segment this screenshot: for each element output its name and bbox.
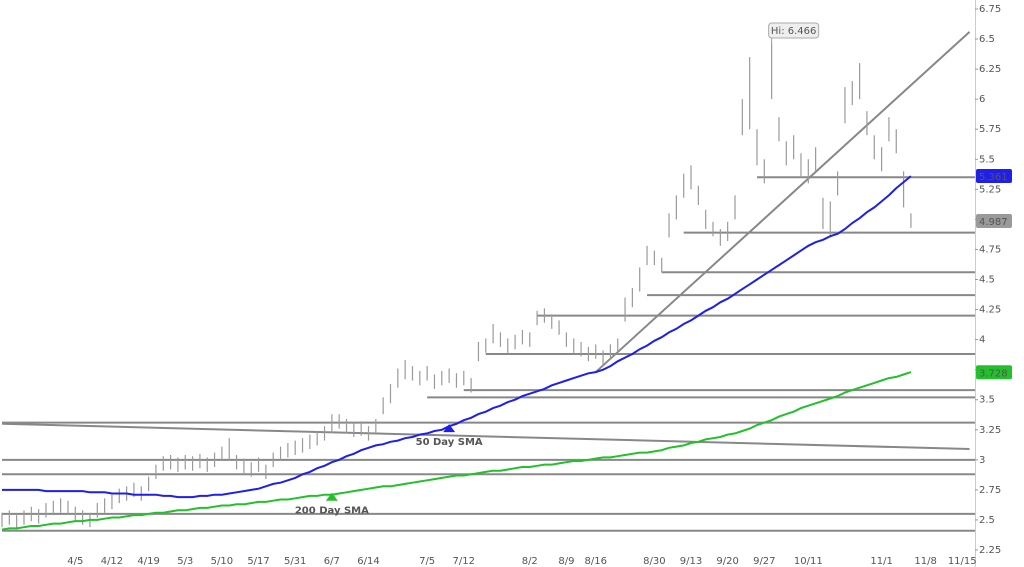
y-tick-label: 2.25 [979,545,1001,556]
x-tick-label: 9/13 [680,556,702,567]
y-tick-label: 2.5 [979,515,995,526]
y-tick-label: 3.25 [979,425,1001,436]
x-tick-label: 6/14 [357,556,379,567]
sma-marker [325,492,338,501]
price-tag-label: 4.987 [979,217,1008,228]
sma-label: 200 Day SMA [295,506,369,517]
sma-line [2,175,912,499]
y-tick-label: 4 [979,335,985,346]
sma-label: 50 Day SMA [416,437,483,448]
x-tick-label: 11/15 [948,556,977,567]
price-tag [976,213,1012,228]
y-tick-label: 3 [979,455,985,466]
price-tag [976,365,1012,380]
y-tick-label: 6.25 [979,64,1001,75]
x-tick-label: 5/10 [211,556,233,567]
price-tag-label: 3.728 [979,368,1008,379]
x-tick-label: 5/3 [177,556,193,567]
annotation-box [768,22,820,39]
sma-marker [443,424,456,433]
price-tag [976,168,1012,183]
y-tick-label: 5.25 [979,184,1001,195]
x-tick-label: 8/9 [558,556,574,567]
sma-line [1,371,912,531]
x-tick-label: 9/27 [753,556,775,567]
y-tick-label: 4.5 [979,275,995,286]
y-tick-label: 6.5 [979,34,995,45]
x-tick-label: 4/5 [67,556,83,567]
y-tick-label: 3.5 [979,395,995,406]
x-tick-label: 11/8 [914,556,936,567]
y-tick-label: 6 [979,94,985,105]
x-tick-label: 10/11 [794,556,823,567]
x-tick-label: 11/1 [870,556,892,567]
x-tick-label: 8/2 [522,556,538,567]
y-tick-label: 5.75 [979,124,1001,135]
y-tick-label: 5.5 [979,154,995,165]
y-tick-label: 6.75 [979,4,1001,15]
annotation: Hi: 6.466 [771,26,816,37]
x-tick-label: 4/12 [101,556,123,567]
y-tick-label: 2.75 [979,485,1001,496]
x-tick-label: 8/16 [584,556,606,567]
y-tick-label: 4.75 [979,244,1001,255]
x-tick-label: 5/17 [247,556,269,567]
x-tick-label: 8/30 [643,556,665,567]
x-tick-label: 9/20 [716,556,738,567]
price-tag-label: 5.361 [979,172,1008,183]
x-tick-label: 4/19 [137,556,159,567]
x-tick-label: 7/5 [419,556,435,567]
y-tick-label: 4.25 [979,305,1001,316]
x-tick-label: 5/31 [284,556,306,567]
trendline [595,31,971,373]
x-tick-label: 6/7 [324,556,340,567]
trendline [1,422,970,451]
x-tick-label: 7/12 [453,556,475,567]
